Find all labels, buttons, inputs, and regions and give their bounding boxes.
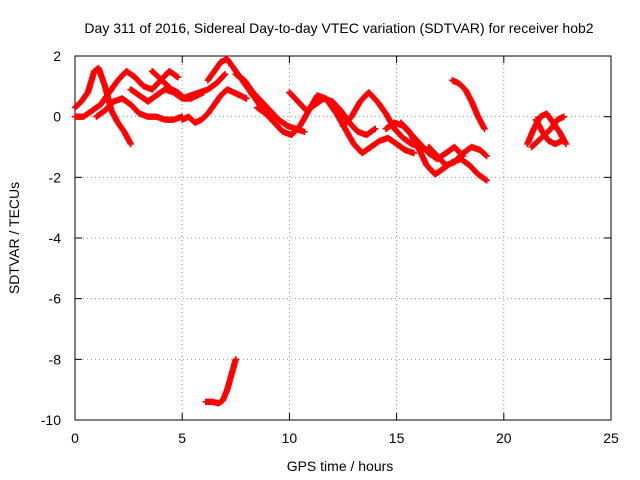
x-axis-label: GPS time / hours [287, 458, 394, 474]
y-tick-label: -4 [49, 230, 62, 246]
y-tick-label: 2 [53, 48, 61, 64]
data-point [482, 151, 489, 159]
series-track-3 [93, 95, 186, 123]
y-tick-label: -10 [41, 412, 61, 428]
data-point [243, 95, 250, 102]
x-tick-label: 10 [282, 430, 298, 446]
x-tick-labels: 0 5 10 15 20 25 [71, 430, 619, 446]
x-tick-label: 15 [389, 430, 405, 446]
data-point [174, 74, 182, 81]
data-point [562, 140, 570, 148]
data-points [71, 55, 570, 407]
data-point [483, 152, 490, 160]
series-track-2 [71, 68, 182, 120]
data-point [220, 72, 228, 79]
series-track-17 [202, 356, 239, 407]
data-point [483, 177, 490, 184]
data-point [372, 125, 379, 132]
series-track-7 [204, 55, 276, 120]
series-track-6 [179, 86, 250, 126]
series-track-15 [425, 143, 490, 169]
y-tick-label: -8 [49, 351, 62, 367]
series-track-19 [528, 113, 567, 151]
data-point [410, 149, 417, 157]
y-axis-label: SDTVAR / TECUs [6, 182, 22, 294]
series-track-16 [449, 77, 488, 132]
y-tick-label: 0 [53, 109, 61, 125]
axis-ticks [74, 55, 612, 421]
y-tick-label: -2 [49, 169, 62, 185]
data-point [127, 140, 134, 148]
x-tick-label: 25 [603, 430, 619, 446]
data-point [301, 128, 308, 135]
data-point [200, 89, 207, 96]
data-point [558, 137, 565, 145]
data-point [481, 125, 488, 132]
series-track-5 [149, 68, 207, 102]
chart-title: Day 311 of 2016, Sidereal Day-to-day VTE… [84, 20, 593, 36]
data-point [232, 356, 239, 363]
series-track-20 [532, 116, 565, 148]
x-tick-label: 0 [71, 430, 79, 446]
series-track-8 [232, 71, 308, 135]
y-tick-label: -6 [49, 291, 62, 307]
data-point [560, 113, 567, 120]
x-tick-label: 5 [178, 430, 186, 446]
y-tick-labels: 2 0 -2 -4 -6 -8 -10 [41, 48, 61, 428]
series-track-11 [324, 98, 417, 157]
x-tick-label: 20 [496, 430, 512, 446]
data-point [221, 71, 229, 78]
